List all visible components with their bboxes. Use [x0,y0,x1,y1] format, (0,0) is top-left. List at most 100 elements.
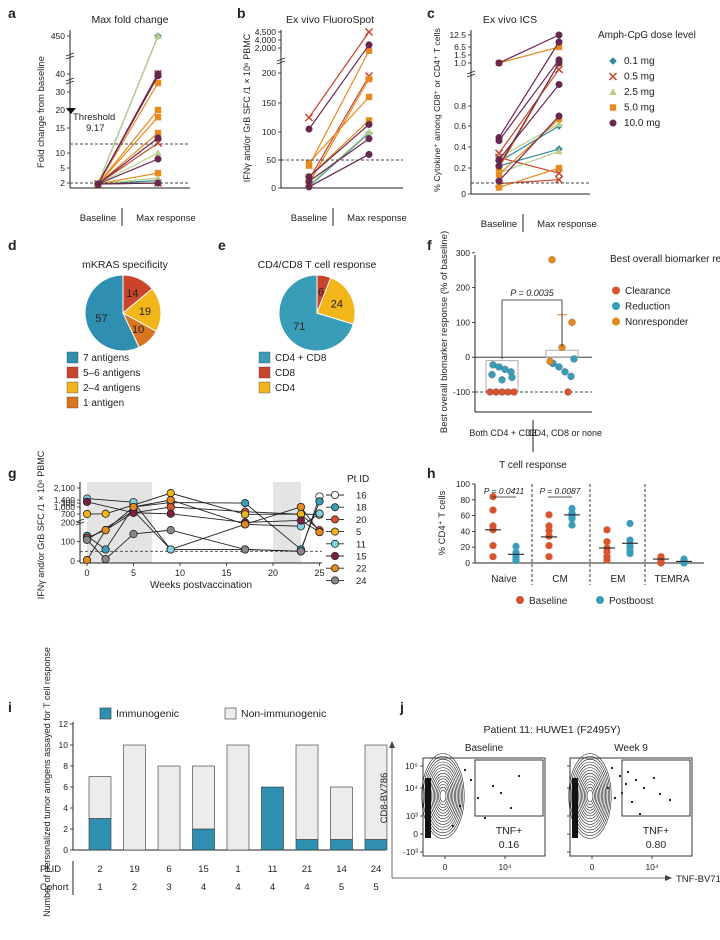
y-tick-label: 0.4 [454,142,466,152]
baseline-point [657,559,665,567]
bar-non-immunogenic [123,744,146,851]
series-line [97,73,159,185]
pie-slice-label: 19 [139,306,151,318]
pie-slice-label: 14 [126,288,138,300]
data-point [296,502,305,512]
y-tick-label: 2 [60,178,65,188]
y-tick-label: 15 [56,123,66,133]
data-point [555,363,563,371]
y-tick-label: 80 [461,495,471,505]
data-point-max [365,120,373,128]
legend-marker [596,596,604,604]
flow-contour [422,756,464,836]
y-tick-label: 450 [51,31,65,41]
flow-contour [586,789,594,803]
bar-immunogenic [88,818,112,851]
baseline-point [489,542,497,550]
y-axis-label: % Cytokine⁺ among CD8⁺ or CD4⁺ T cells [432,28,442,192]
x-category-label: EM [611,574,626,585]
data-point [101,554,110,564]
data-point-baseline [495,162,503,170]
bar-non-immunogenic [88,776,112,819]
panel-title: Max fold change [91,14,168,26]
y-tick-label: 10 [56,148,66,158]
data-point [508,373,516,382]
data-point-max [365,117,373,124]
data-point [568,318,576,327]
baseline-point [603,556,611,564]
axis-break [75,518,85,526]
legend-label: 7 antigens [83,353,129,364]
series-line [97,152,159,185]
data-point [510,388,518,396]
flow-event [610,766,614,770]
y-tick-label: 0 [465,352,470,362]
series-line [498,41,560,138]
y-tick-label: 1,400 [54,495,76,505]
dose-legend-title: Amph-CpG dose level [598,30,696,41]
flow-event [451,824,455,828]
data-point-max [555,80,563,88]
flow-population-edge [572,778,578,838]
y-tick-label: 0.8 [454,101,466,111]
y-axis-label: Best overall biomarker response (% of ba… [439,231,450,433]
data-point-max [365,41,373,49]
baseline-point [545,527,553,535]
y-tick-label: 60 [461,511,471,521]
data-point [82,509,92,519]
data-point [296,516,305,525]
data-point-max [365,47,373,54]
legend-label: CD8 [275,368,295,379]
data-point [241,510,250,519]
flow-event [634,778,638,782]
flow-event [618,774,622,778]
data-point [101,526,110,535]
threshold-label: Threshold [73,112,115,123]
flow-event [491,784,495,788]
y-tick-label: 4 [63,803,68,813]
flow-event [476,796,480,800]
y-tick-label: 50 [267,155,277,165]
legend-label: 5 [356,527,361,538]
y-tick-label: 100 [262,127,276,137]
x-category-label: Max response [537,219,597,230]
cohort-label: 4 [270,882,275,893]
series-line [308,31,370,118]
series-line [86,529,301,560]
y-tick-label: 10⁵ [405,761,418,771]
flow-gate-value: 0.80 [646,839,667,851]
cohort-label: 2 [132,882,137,893]
series-line [498,150,560,174]
bar-immunogenic [364,839,388,851]
series-line [97,158,159,185]
dose-legend-label: 5.0 mg [624,103,655,114]
cohort-label: 4 [201,882,206,893]
y-tick-label: 10³ [406,811,418,821]
legend-label: 16 [356,491,367,502]
legend-label: 18 [356,503,367,514]
flow-event [509,806,513,810]
flow-contour [579,775,601,817]
pie-slice [316,276,356,325]
data-point [166,545,175,554]
data-point-baseline [495,137,503,145]
data-point [296,547,305,556]
y-axis-label: IFNγ and/or GrB SFC /1 × 10⁶ PBMC [242,33,252,182]
panel-label-h: h [427,465,436,481]
series-line [97,132,159,185]
x-category-label: Naive [491,574,517,585]
data-point-max [154,32,162,39]
flow-event [652,776,656,780]
data-point [129,502,138,512]
cohort-label: 4 [235,882,240,893]
x-category-label: TEMRA [655,574,690,585]
x-axis-label: T cell response [499,460,567,471]
series-line [97,109,159,185]
postboost-point [568,515,576,523]
panel-title: CD4/CD8 T cell response [258,259,377,271]
x-category-label: Baseline [80,213,116,224]
flow-title: Patient 11: HUWE1 (F2495Y) [484,724,621,736]
bar-non-immunogenic [364,744,388,840]
series-line [498,69,560,154]
